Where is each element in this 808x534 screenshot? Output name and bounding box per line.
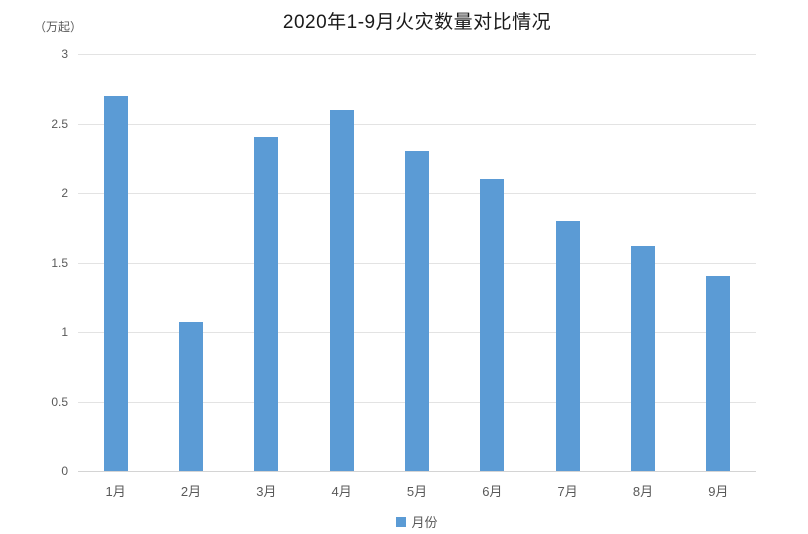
x-tick-label: 1月 [105, 484, 126, 499]
x-tick-label: 7月 [557, 484, 578, 499]
y-tick-label: 0 [61, 464, 68, 478]
legend: 月份 [78, 512, 756, 531]
bar-9月 [706, 276, 731, 471]
plot-area [78, 54, 756, 472]
bar-7月 [555, 220, 580, 471]
y-tick-label: 2.5 [51, 116, 68, 131]
y-tick-label: 2 [61, 186, 68, 200]
gridline [78, 54, 756, 55]
bar-2月 [179, 322, 203, 471]
gridline [78, 471, 756, 472]
y-tick-label: 1.5 [51, 255, 68, 270]
bar-3月 [254, 137, 279, 471]
y-tick-label: 1 [61, 325, 68, 339]
legend-label: 月份 [411, 515, 438, 530]
x-tick-label: 8月 [632, 484, 654, 499]
x-tick-label: 6月 [482, 484, 503, 499]
y-tick-label: 3 [61, 47, 68, 61]
x-tick-label: 9月 [708, 484, 729, 499]
x-tick-label: 3月 [256, 484, 277, 499]
x-tick-label: 4月 [331, 484, 352, 499]
y-tick-label: 0.5 [51, 394, 68, 409]
bar-8月 [631, 245, 655, 471]
chart-title: 2020年1-9月火灾数量对比情况 [282, 12, 552, 33]
y-axis-unit-label: （万起） [34, 20, 83, 34]
bar-6月 [480, 179, 505, 471]
bar-4月 [329, 109, 354, 471]
legend-marker-icon [396, 516, 407, 527]
x-tick-label: 5月 [406, 484, 428, 499]
bar-1月 [103, 95, 128, 471]
bar-5月 [405, 151, 429, 471]
gridline [78, 123, 756, 125]
x-tick-label: 2月 [180, 484, 202, 499]
